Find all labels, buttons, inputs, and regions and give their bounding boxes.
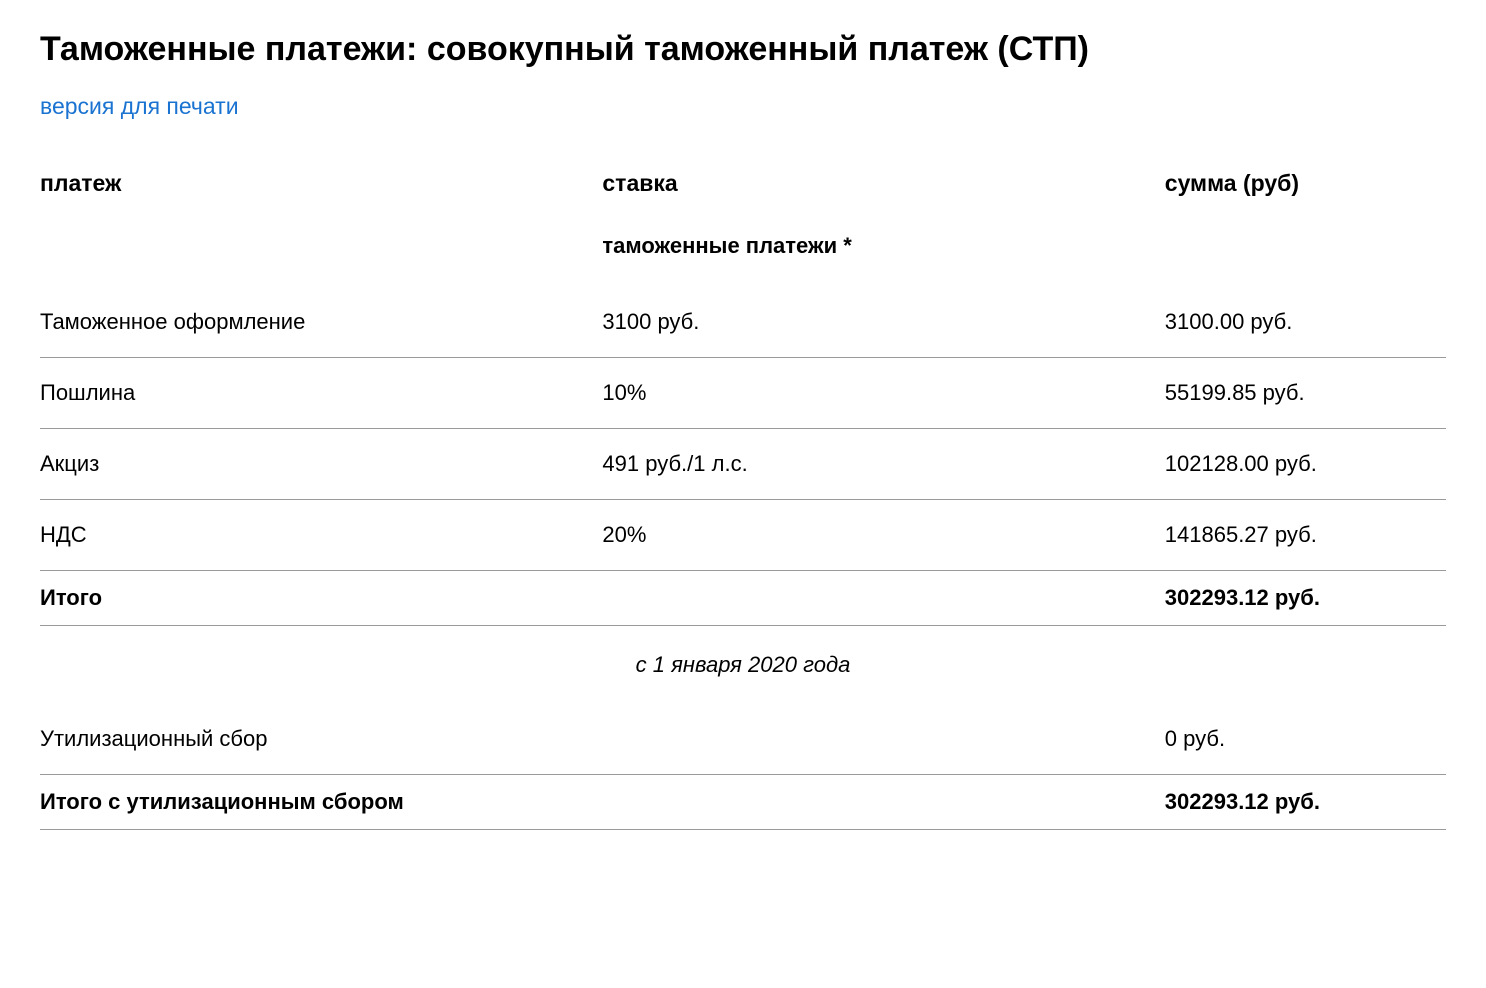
total-rate [602, 775, 1164, 830]
section-note-label: с 1 января 2020 года [40, 626, 1446, 705]
cell-name: Утилизационный сбор [40, 704, 602, 775]
page-title: Таможенные платежи: совокупный таможенны… [40, 30, 1446, 69]
table-row: НДС 20% 141865.27 руб. [40, 500, 1446, 571]
section-header: таможенные платежи * [40, 225, 1446, 287]
cell-rate: 3100 руб. [602, 287, 1164, 358]
total-name: Итого [40, 571, 602, 626]
total-rate [602, 571, 1164, 626]
table-header-row: платеж ставка сумма (руб) [40, 160, 1446, 225]
total-row: Итого с утилизационным сбором 302293.12 … [40, 775, 1446, 830]
cell-rate [602, 704, 1164, 775]
payments-table: платеж ставка сумма (руб) таможенные пла… [40, 160, 1446, 830]
table-row: Пошлина 10% 55199.85 руб. [40, 358, 1446, 429]
print-version-link[interactable]: версия для печати [40, 93, 239, 120]
cell-name: НДС [40, 500, 602, 571]
cell-sum: 3100.00 руб. [1165, 287, 1446, 358]
table-row: Таможенное оформление 3100 руб. 3100.00 … [40, 287, 1446, 358]
table-row: Акциз 491 руб./1 л.с. 102128.00 руб. [40, 429, 1446, 500]
cell-sum: 102128.00 руб. [1165, 429, 1446, 500]
total-row: Итого 302293.12 руб. [40, 571, 1446, 626]
cell-rate: 20% [602, 500, 1164, 571]
cell-sum: 141865.27 руб. [1165, 500, 1446, 571]
total-name: Итого с утилизационным сбором [40, 775, 602, 830]
col-header-name: платеж [40, 160, 602, 225]
cell-name: Пошлина [40, 358, 602, 429]
cell-sum: 55199.85 руб. [1165, 358, 1446, 429]
total-sum: 302293.12 руб. [1165, 775, 1446, 830]
cell-rate: 10% [602, 358, 1164, 429]
section-header-label: таможенные платежи * [602, 225, 1164, 287]
total-sum: 302293.12 руб. [1165, 571, 1446, 626]
cell-name: Акциз [40, 429, 602, 500]
cell-name: Таможенное оформление [40, 287, 602, 358]
col-header-sum: сумма (руб) [1165, 160, 1446, 225]
cell-rate: 491 руб./1 л.с. [602, 429, 1164, 500]
section-note: с 1 января 2020 года [40, 626, 1446, 705]
table-row: Утилизационный сбор 0 руб. [40, 704, 1446, 775]
col-header-rate: ставка [602, 160, 1164, 225]
cell-sum: 0 руб. [1165, 704, 1446, 775]
